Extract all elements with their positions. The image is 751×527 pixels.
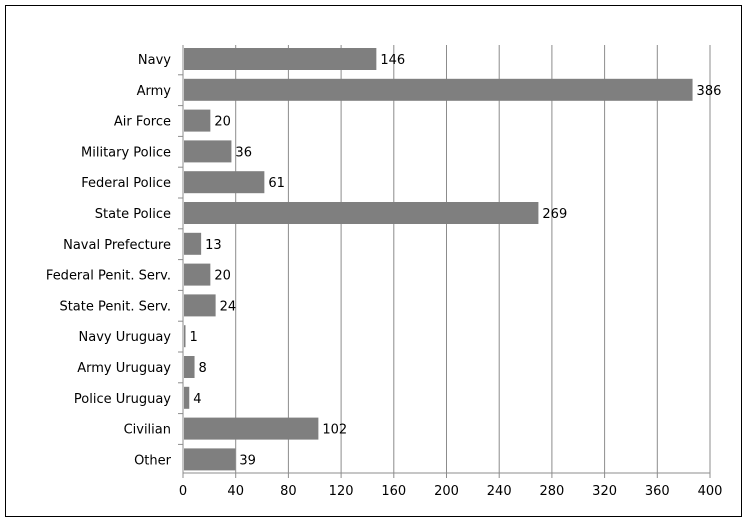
category-label: Other (134, 453, 172, 468)
bar-navy (184, 48, 377, 70)
value-label: 20 (214, 115, 231, 130)
category-label: Military Police (81, 145, 171, 160)
value-label: 146 (380, 53, 405, 68)
value-label: 8 (199, 361, 207, 376)
bars (184, 48, 693, 471)
bar-military-police (184, 140, 232, 163)
category-label: Navy Uruguay (79, 330, 172, 345)
value-label: 13 (205, 238, 222, 253)
x-tick-label: 40 (227, 484, 244, 499)
x-tick-label: 80 (280, 484, 297, 499)
x-tick-label: 160 (381, 484, 406, 499)
bar-navy-uruguay (184, 325, 186, 348)
bar-naval-prefecture (184, 232, 202, 255)
value-label: 1 (190, 330, 198, 345)
x-tick-label: 360 (645, 484, 670, 499)
value-label: 61 (268, 176, 285, 191)
value-label: 269 (542, 207, 567, 222)
x-tick-label: 120 (329, 484, 354, 499)
gridlines (178, 45, 711, 478)
value-label: 36 (235, 145, 252, 160)
x-tick-label: 320 (592, 484, 617, 499)
bar-federal-penit-serv (184, 263, 211, 286)
bar-state-police (184, 202, 539, 224)
category-label: Police Uruguay (74, 392, 171, 407)
value-label: 4 (193, 392, 201, 407)
bar-police-uruguay (184, 386, 190, 409)
bar-federal-police (184, 171, 265, 194)
category-label: State Police (95, 207, 171, 222)
category-label: Air Force (114, 115, 171, 130)
bar-air-force (184, 109, 211, 132)
x-tick-label: 400 (698, 484, 723, 499)
bar-state-penit-serv (184, 294, 216, 317)
bar-civilian (184, 417, 319, 440)
x-tick-label: 200 (434, 484, 459, 499)
value-label: 386 (697, 84, 722, 99)
category-label: Army Uruguay (77, 361, 171, 376)
x-tick-label: 280 (539, 484, 564, 499)
chart-frame: 0 40 80 120 160 200 240 280 320 360 400 Navy 146 Army… (5, 5, 742, 517)
category-label: Federal Penit. Serv. (46, 269, 171, 284)
category-label: Civilian (124, 423, 171, 438)
category-label: State Penit. Serv. (59, 299, 171, 314)
bar-other (184, 448, 236, 471)
bar-army-uruguay (184, 356, 195, 378)
value-label: 24 (220, 299, 237, 314)
category-label: Navy (138, 53, 171, 68)
bar-army (184, 78, 693, 101)
value-label: 39 (239, 453, 256, 468)
value-label: 102 (322, 423, 347, 438)
value-label: 20 (214, 269, 231, 284)
category-label: Naval Prefecture (63, 238, 171, 253)
x-tick-label: 0 (179, 484, 187, 499)
category-label: Federal Police (81, 176, 171, 191)
category-label: Army (137, 84, 172, 99)
x-tick-label: 240 (487, 484, 512, 499)
